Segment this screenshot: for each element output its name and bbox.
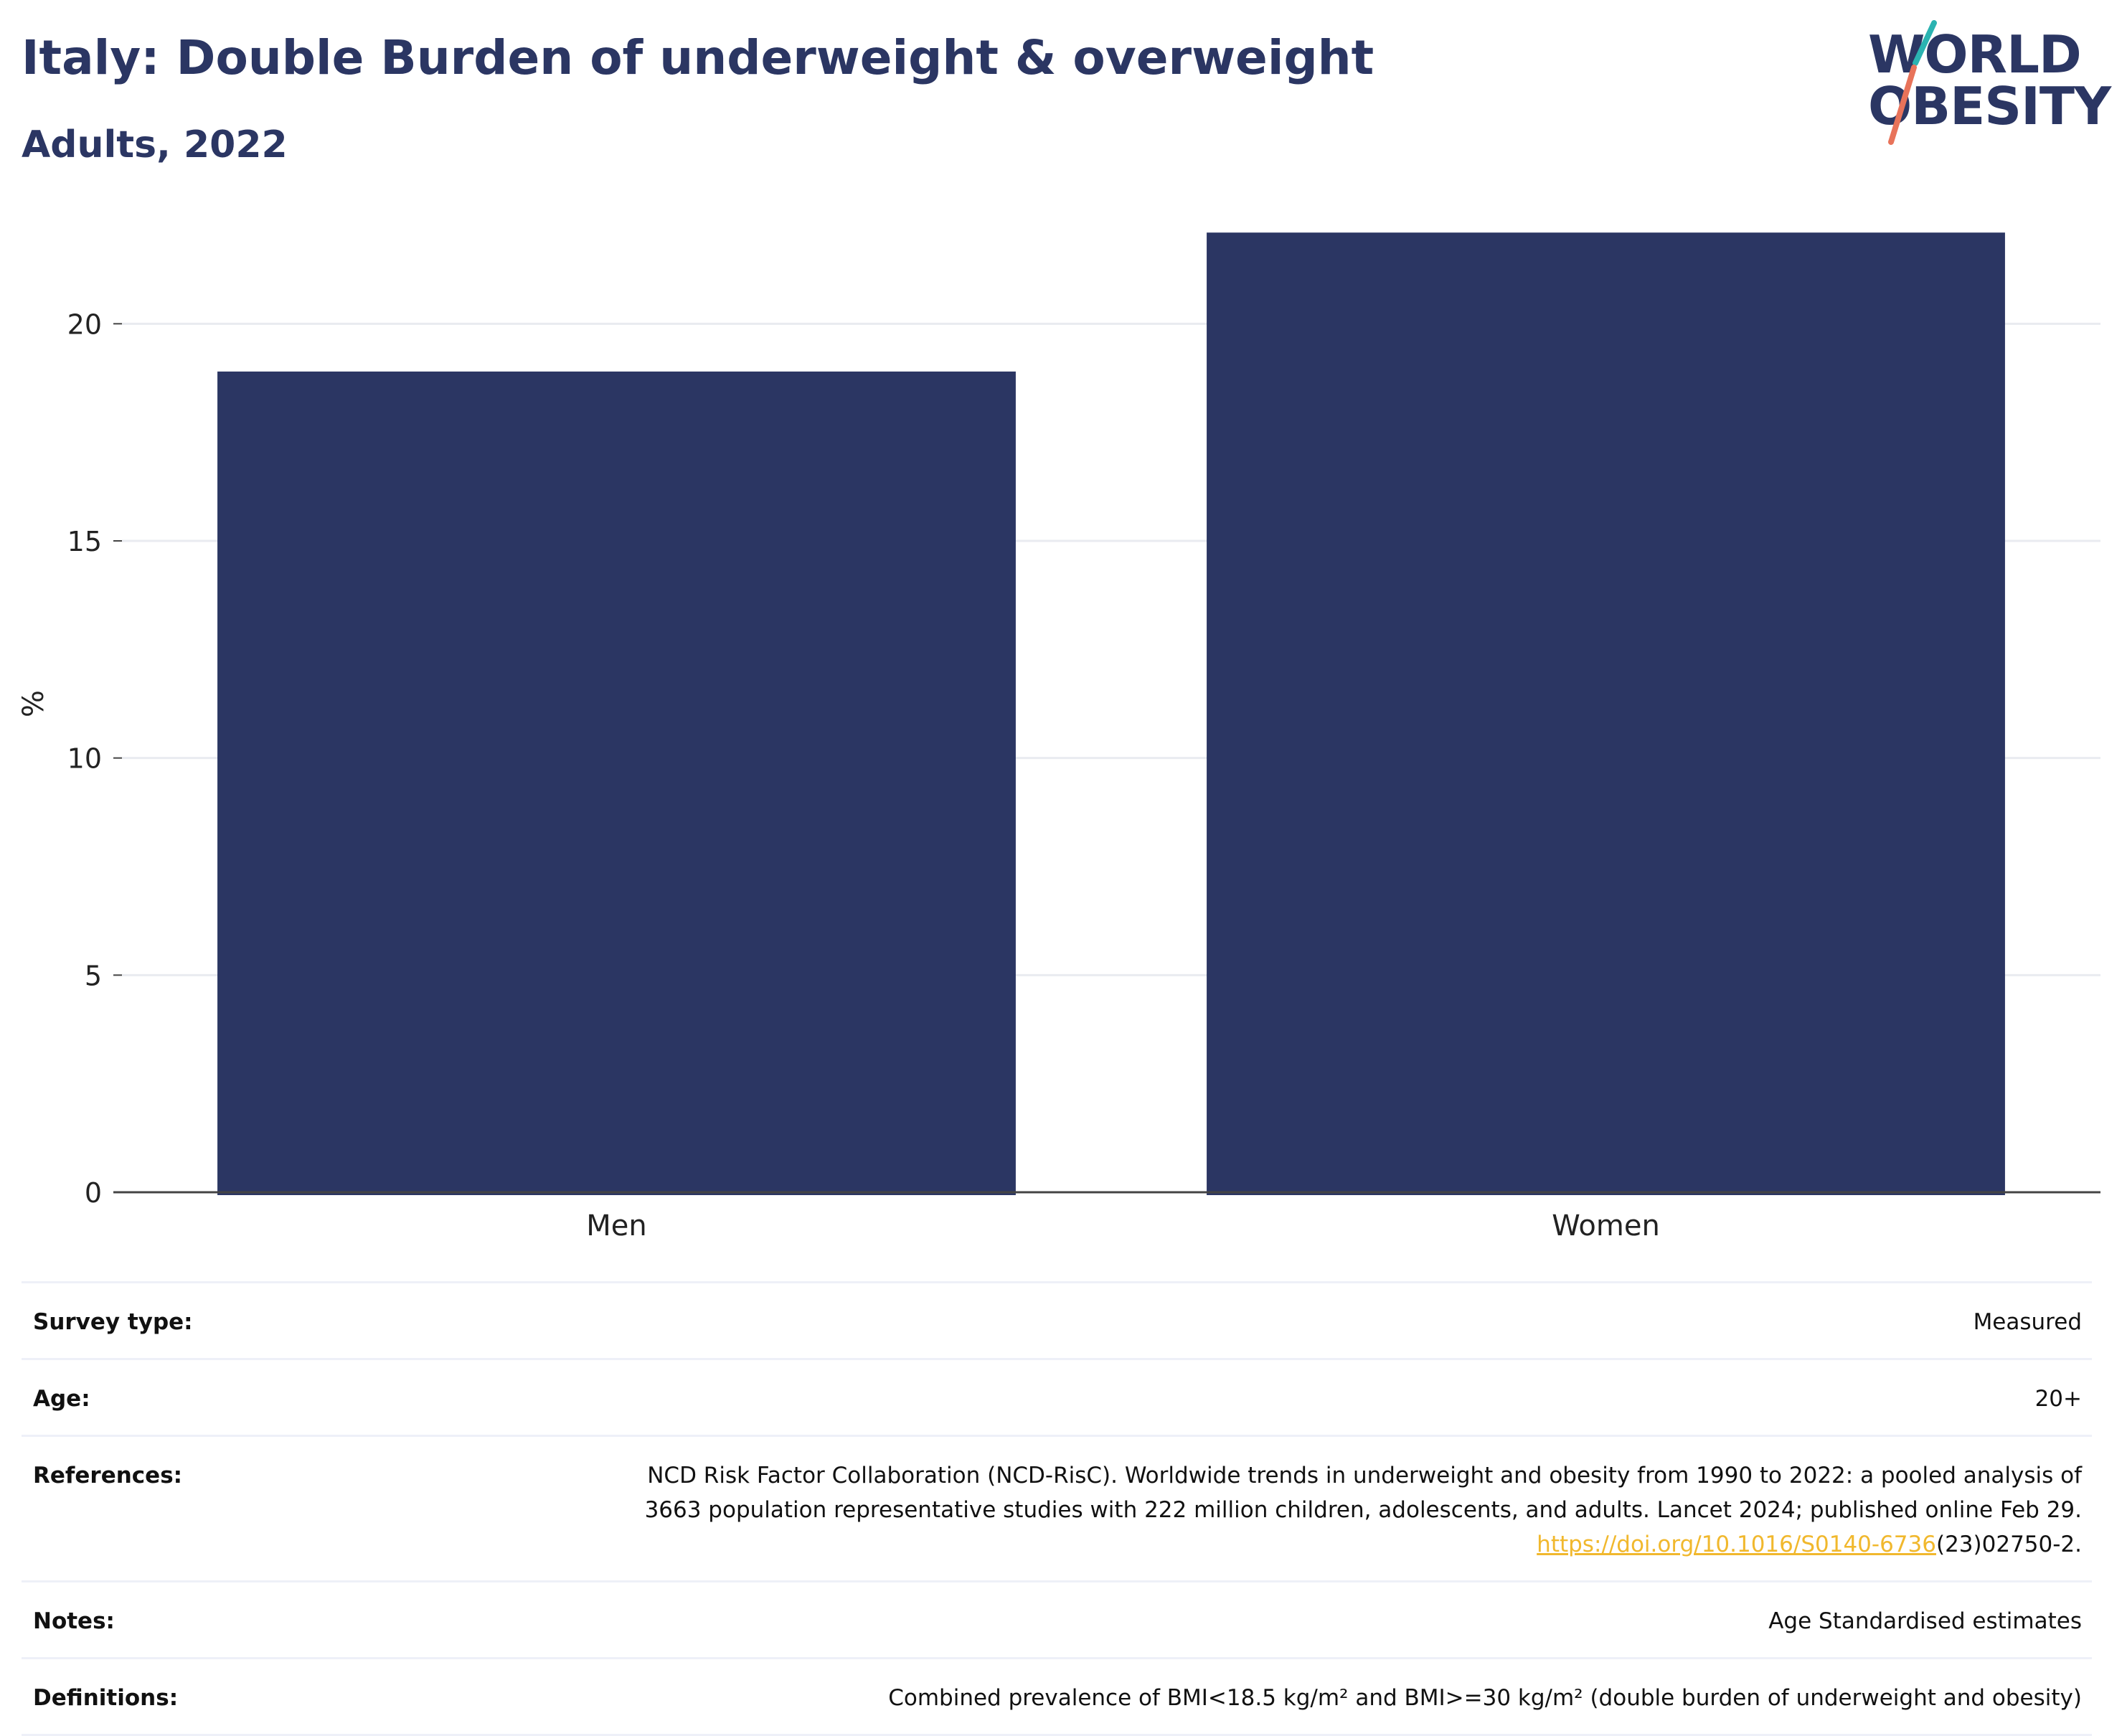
x-tick-label: Women [1552, 1209, 1660, 1242]
logo-slash-icon [1888, 20, 1937, 145]
y-axis-label: % [17, 690, 50, 717]
meta-row-age: Age: 20+ [22, 1358, 2092, 1435]
meta-row-definitions: Definitions: Combined prevalence of BMI<… [22, 1657, 2092, 1736]
reference-doi-link[interactable]: https://doi.org/10.1016/S0140-6736 [1537, 1532, 1936, 1557]
meta-value-survey-type: Measured [1973, 1309, 2082, 1335]
y-tick-label: 20 [67, 308, 102, 340]
chart-subtitle: Adults, 2022 [22, 123, 288, 166]
reference-line-2: 3663 population representative studies w… [644, 1497, 2082, 1523]
meta-row-references: References: NCD Risk Factor Collaboratio… [22, 1435, 2092, 1580]
y-tick-label: 0 [85, 1177, 102, 1209]
reference-doi-suffix: (23)02750-2. [1935, 1532, 2082, 1557]
y-tick-label: 10 [67, 743, 102, 775]
meta-value-age: 20+ [2034, 1386, 2082, 1412]
x-axis-ticks: Men Women [586, 1209, 1660, 1242]
metadata-table: Survey type: Measured Age: 20+ Reference… [22, 1281, 2092, 1736]
chart-title: Italy: Double Burden of underweight & ov… [22, 30, 1374, 85]
meta-value-definitions: Combined prevalence of BMI<18.5 kg/m² an… [888, 1685, 2082, 1711]
bar-men[interactable] [217, 371, 1016, 1195]
meta-key-age: Age: [33, 1386, 90, 1412]
x-tick-label: Men [586, 1209, 646, 1242]
y-tick-label: 15 [67, 526, 102, 557]
meta-row-survey-type: Survey type: Measured [22, 1281, 2092, 1358]
meta-key-references: References: [33, 1463, 183, 1489]
y-axis-ticks: 0 5 10 15 20 [67, 308, 122, 1209]
meta-key-notes: Notes: [33, 1608, 115, 1634]
reference-line-1: NCD Risk Factor Collaboration (NCD-RisC)… [647, 1463, 2082, 1489]
y-tick-label: 5 [85, 960, 102, 991]
bars [217, 232, 2005, 1195]
bar-chart: 0 5 10 15 20 Men Women % [17, 232, 2100, 1242]
meta-key-definitions: Definitions: [33, 1685, 179, 1711]
meta-value-references: NCD Risk Factor Collaboration (NCD-RisC)… [645, 1458, 2082, 1562]
meta-key-survey-type: Survey type: [33, 1309, 193, 1335]
meta-row-notes: Notes: Age Standardised estimates [22, 1580, 2092, 1657]
bar-women[interactable] [1207, 232, 2005, 1195]
logo-word-world: WORLD [1868, 24, 2082, 85]
world-obesity-logo: WORLD OBESITY [1865, 20, 2111, 149]
meta-value-notes: Age Standardised estimates [1768, 1608, 2082, 1634]
